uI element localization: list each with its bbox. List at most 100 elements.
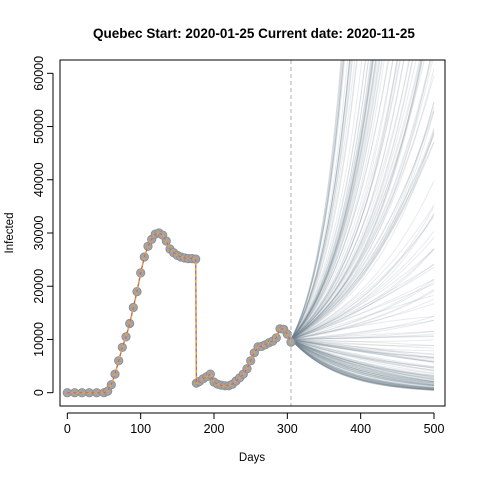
- projection-path: [290, 339, 435, 388]
- projection-path: [290, 60, 356, 340]
- projection-path: [290, 60, 380, 340]
- projection-path: [290, 75, 435, 340]
- projection-path: [290, 60, 351, 340]
- projection-path: [290, 60, 383, 340]
- projection-path: [290, 60, 425, 340]
- projection-path: [290, 266, 435, 340]
- projection-path: [290, 339, 435, 358]
- projection-path: [290, 60, 374, 340]
- projection-path: [290, 339, 435, 356]
- projection-path: [290, 60, 389, 340]
- projection-path: [290, 339, 435, 383]
- projection-path: [290, 60, 432, 340]
- projection-path: [290, 248, 435, 340]
- x-tick-label: 300: [277, 422, 298, 436]
- projection-path: [290, 339, 435, 360]
- projection-path: [290, 339, 435, 380]
- projection-path: [290, 339, 435, 389]
- projection-path: [290, 339, 435, 384]
- projection-path: [290, 339, 435, 391]
- projection-path: [290, 248, 435, 340]
- projection-path: [290, 339, 435, 389]
- projection-path: [290, 60, 375, 340]
- projection-path: [290, 60, 373, 340]
- projection-path: [290, 339, 435, 391]
- projection-path: [290, 339, 435, 342]
- projection-path: [290, 141, 435, 340]
- projection-path: [290, 339, 435, 383]
- x-tick-label: 500: [424, 422, 445, 436]
- projection-path: [290, 60, 417, 340]
- x-tick-label: 200: [204, 422, 225, 436]
- projection-path: [290, 204, 435, 340]
- projection-path: [290, 339, 435, 391]
- projection-path: [290, 339, 435, 376]
- projection-path: [290, 339, 435, 380]
- projection-path: [290, 132, 435, 340]
- projection-path: [290, 60, 358, 340]
- projection-path: [290, 60, 358, 340]
- projection-path: [290, 298, 435, 340]
- projection-path: [290, 289, 435, 340]
- projection-path: [290, 60, 344, 340]
- y-tick-label: 30000: [32, 216, 46, 251]
- projection-path: [290, 339, 435, 364]
- projection-path: [290, 60, 372, 340]
- y-tick-label: 50000: [32, 109, 46, 144]
- projection-path: [290, 339, 435, 368]
- projection-path: [290, 60, 405, 340]
- projection-path: [290, 339, 435, 381]
- projection-path: [290, 60, 369, 340]
- projection-path: [290, 339, 435, 390]
- x-axis-label: Days: [239, 452, 265, 464]
- projection-path: [290, 339, 435, 390]
- projection-path: [290, 60, 343, 340]
- projection-path: [290, 339, 435, 384]
- projection-path: [290, 339, 435, 386]
- projection-path: [290, 60, 352, 340]
- projection-path: [290, 339, 435, 391]
- projection-path: [290, 281, 435, 340]
- projection-path: [290, 60, 413, 340]
- projection-path: [290, 339, 435, 380]
- projection-path: [290, 60, 377, 340]
- projection-path: [290, 60, 343, 340]
- projection-path: [290, 339, 435, 391]
- y-tick-label: 10000: [32, 322, 46, 357]
- projection-path: [290, 101, 435, 340]
- projection-path: [290, 339, 435, 389]
- projection-path: [290, 129, 435, 340]
- projection-path: [290, 60, 431, 340]
- projection-path: [290, 339, 435, 383]
- projection-path: [290, 339, 435, 355]
- projection-path: [290, 339, 435, 376]
- projection-path: [290, 60, 421, 340]
- projection-path: [290, 339, 435, 387]
- projection-path: [290, 339, 435, 390]
- observed-series: [62, 228, 296, 398]
- projection-path: [290, 339, 435, 386]
- projection-path: [290, 60, 344, 340]
- projection-path: [290, 330, 435, 340]
- projection-path: [290, 278, 435, 340]
- projection-path: [290, 339, 435, 362]
- projection-path: [290, 339, 435, 389]
- projection-path: [290, 111, 435, 340]
- projection-path: [290, 60, 421, 340]
- projection-path: [290, 339, 435, 374]
- projection-path: [290, 60, 373, 340]
- projection-path: [290, 303, 435, 340]
- projection-path: [290, 339, 435, 387]
- projection-path: [290, 60, 350, 340]
- projection-path: [290, 60, 374, 340]
- projection-path: [290, 142, 435, 340]
- projection-path: [290, 339, 435, 372]
- projection-path: [290, 339, 435, 379]
- projection-path: [290, 339, 435, 382]
- projection-path: [290, 60, 369, 340]
- projection-path: [290, 339, 435, 379]
- projection-path: [290, 60, 353, 340]
- projection-path: [290, 339, 435, 386]
- projection-path: [290, 263, 435, 340]
